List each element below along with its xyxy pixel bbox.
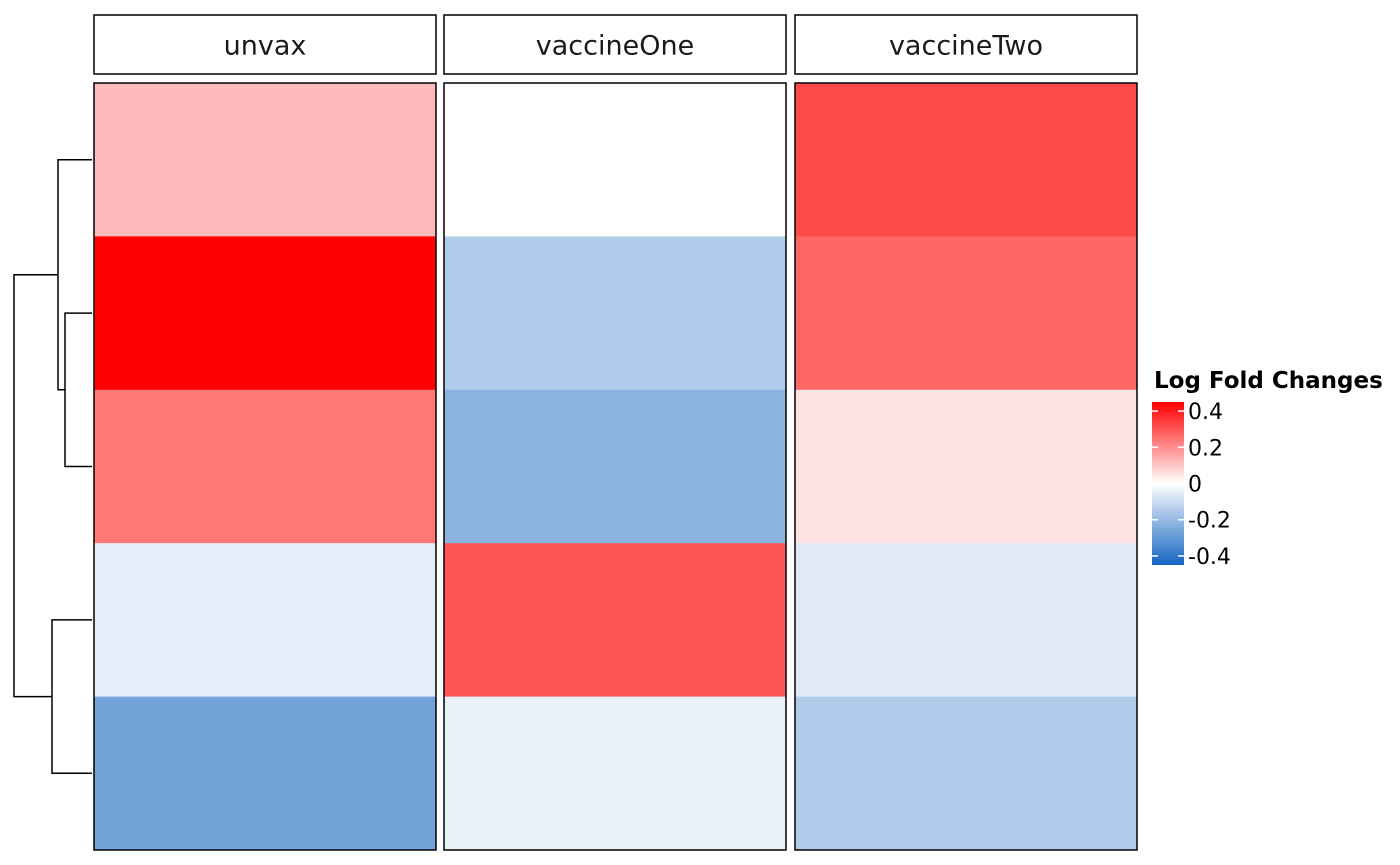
- heatmap-cell: [444, 83, 786, 237]
- strip-box: [443, 14, 787, 75]
- heatmap-cell: [94, 696, 436, 851]
- row-dendrogram: [13, 158, 92, 775]
- heatmap-cell: [94, 543, 436, 698]
- dendrogram-branch: [13, 274, 58, 698]
- legend-tick-label: -0.2: [1188, 509, 1231, 534]
- heatmap-cell: [795, 83, 1137, 237]
- panel-border: [443, 82, 787, 851]
- strip-label: vaccineOne: [536, 31, 694, 62]
- strip-label: unvax: [224, 31, 307, 62]
- facet-strips: unvax vaccineOne vaccineTwo: [93, 14, 1138, 75]
- legend-tick-label: 0.4: [1188, 400, 1223, 425]
- color-legend: Log Fold Changes 0.4 0.2 0 -0.2 -0.4: [1152, 368, 1383, 570]
- dendrogram-branch: [57, 158, 92, 391]
- heatmap-cell: [444, 543, 786, 698]
- legend-tick-label: 0: [1188, 473, 1202, 498]
- panel-border: [794, 82, 1138, 851]
- strip-box: [93, 14, 437, 75]
- strip-box: [794, 14, 1138, 75]
- heatmap-cell: [94, 389, 436, 544]
- panel-border: [93, 82, 437, 851]
- legend-tick-label: -0.4: [1188, 545, 1231, 570]
- dendrogram-branch: [64, 312, 92, 468]
- heatmap-cell: [444, 236, 786, 391]
- heatmap-cells: [94, 83, 1137, 851]
- facet-panels: [93, 82, 1138, 851]
- heatmap-cell: [795, 389, 1137, 544]
- heatmap-cell: [444, 389, 786, 544]
- legend-title: Log Fold Changes: [1154, 368, 1383, 394]
- heatmap-cell: [94, 83, 436, 237]
- heatmap-cell: [444, 696, 786, 851]
- heatmap-cell: [94, 236, 436, 391]
- legend-tick-label: 0.2: [1188, 436, 1223, 461]
- heatmap-cell: [795, 696, 1137, 851]
- strip-label: vaccineTwo: [889, 31, 1043, 62]
- heatmap-cell: [795, 543, 1137, 698]
- dendrogram-branch: [51, 619, 92, 775]
- heatmap-cell: [795, 236, 1137, 391]
